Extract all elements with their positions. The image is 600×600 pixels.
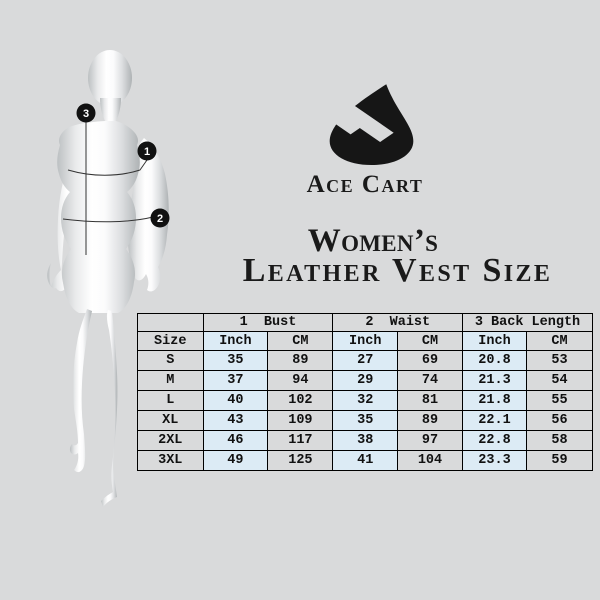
svg-text:2: 2 (157, 213, 163, 225)
svg-text:1: 1 (144, 146, 150, 158)
svg-text:3: 3 (83, 108, 89, 120)
